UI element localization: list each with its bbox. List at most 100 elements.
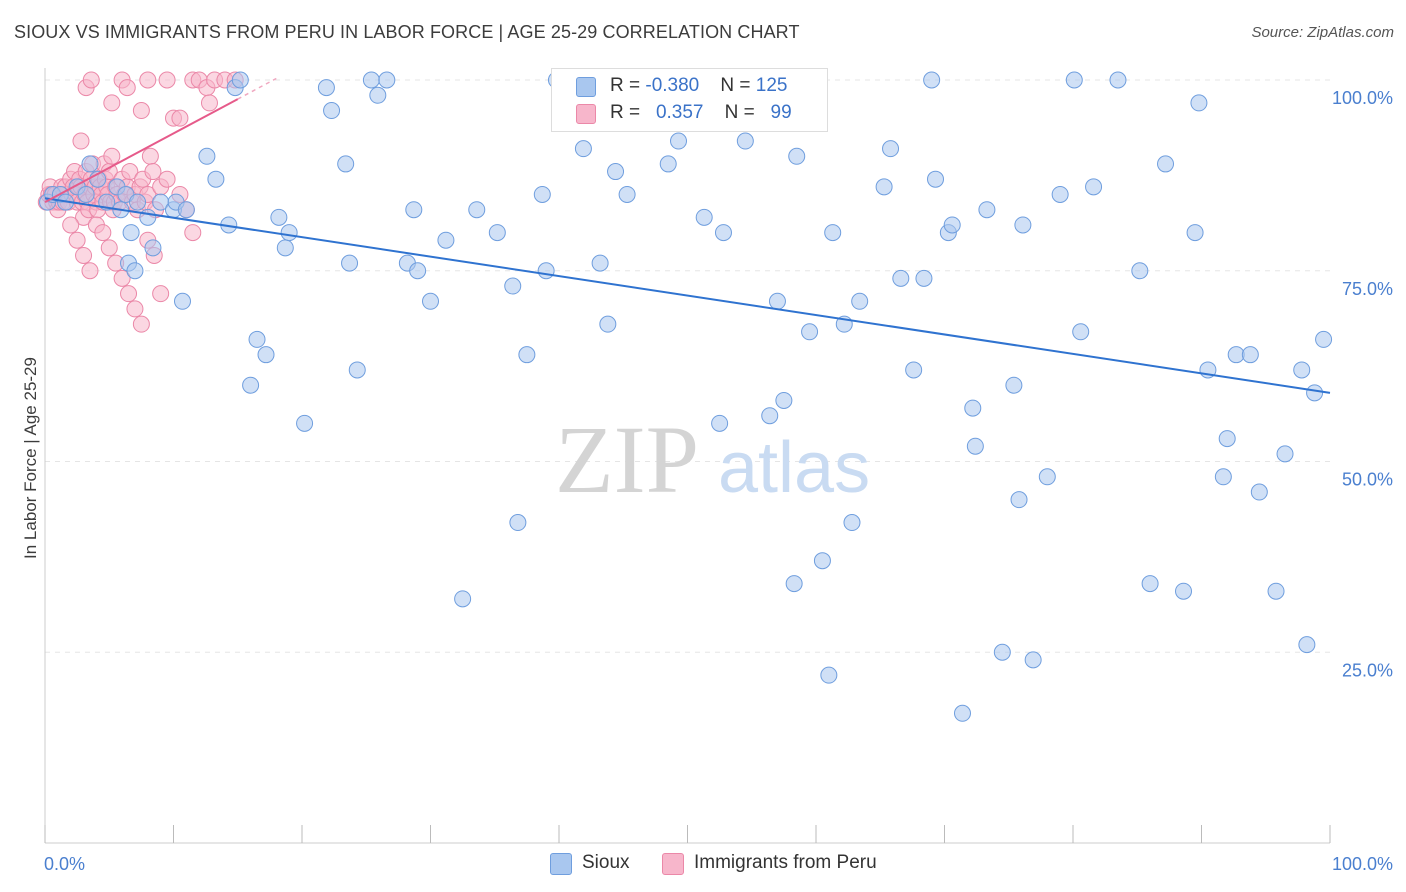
sioux-point xyxy=(518,346,536,364)
x-tick-labels: 0.0% 100.0% xyxy=(44,854,1393,874)
peru-point xyxy=(132,102,150,120)
sioux-point xyxy=(843,514,861,532)
sioux-point xyxy=(341,254,359,272)
sioux-point xyxy=(801,323,819,341)
chart-title: SIOUX VS IMMIGRANTS FROM PERU IN LABOR F… xyxy=(14,22,800,42)
sioux-point xyxy=(875,178,893,196)
peru-point xyxy=(158,71,176,89)
y-axis-label: In Labor Force | Age 25-29 xyxy=(21,357,40,559)
sioux-legend-swatch xyxy=(550,853,572,875)
peru-n-label: N = xyxy=(724,102,760,123)
sioux-point xyxy=(144,239,162,257)
sioux-point xyxy=(788,147,806,165)
peru-point xyxy=(113,269,131,287)
sioux-point xyxy=(978,201,996,219)
peru-n-value: 99 xyxy=(770,102,792,123)
sioux-point xyxy=(851,292,869,310)
peru-point xyxy=(103,147,121,165)
sioux-point xyxy=(77,185,95,203)
peru-point xyxy=(72,132,90,150)
sioux-point xyxy=(785,575,803,593)
sioux-point xyxy=(1276,445,1294,463)
peru-point xyxy=(139,71,157,89)
sioux-point xyxy=(813,552,831,570)
sioux-point xyxy=(824,224,842,242)
sioux-point xyxy=(248,330,266,348)
peru-r-value: 0.357 xyxy=(655,102,704,123)
sioux-point xyxy=(242,376,260,394)
sioux-point xyxy=(409,262,427,280)
peru-point xyxy=(82,71,100,89)
sioux-legend-label: Sioux xyxy=(582,852,630,873)
sioux-point xyxy=(618,185,636,203)
sioux-point xyxy=(369,86,387,104)
sioux-point xyxy=(207,170,225,188)
sioux-point xyxy=(1250,483,1268,501)
sioux-point xyxy=(714,224,732,242)
sioux-point xyxy=(362,71,380,89)
sioux-point xyxy=(1298,636,1316,654)
sioux-point xyxy=(378,71,396,89)
sioux-point xyxy=(198,147,216,165)
sioux-point xyxy=(129,193,147,211)
sioux-point xyxy=(711,414,729,432)
peru-r-label: R = xyxy=(610,102,646,123)
sioux-point xyxy=(1085,178,1103,196)
sioux-point xyxy=(1190,94,1208,112)
sioux-point xyxy=(1014,216,1032,234)
sioux-point xyxy=(966,437,984,455)
sioux-point xyxy=(173,292,191,310)
sioux-points xyxy=(39,71,1333,722)
peru-point xyxy=(68,231,86,249)
sioux-point xyxy=(533,185,551,203)
correlation-legend: R = -0.380 N = 125 R = 0.357 N = 99 xyxy=(551,68,828,132)
sioux-point xyxy=(139,208,157,226)
peru-point xyxy=(141,147,159,165)
sioux-point xyxy=(488,224,506,242)
sioux-point xyxy=(1175,582,1193,600)
peru-point xyxy=(94,224,112,242)
peru-point xyxy=(171,109,189,127)
peru-point xyxy=(81,262,99,280)
sioux-point xyxy=(257,346,275,364)
sioux-point xyxy=(923,71,941,89)
sioux-point xyxy=(296,414,314,432)
x-tick-label: 100.0% xyxy=(1332,854,1393,874)
y-tick-labels: 100.0% 75.0% 50.0% 25.0% xyxy=(1332,88,1393,680)
peru-swatch xyxy=(576,104,596,124)
sioux-point xyxy=(1065,71,1083,89)
sioux-point xyxy=(454,590,472,608)
sioux-point xyxy=(1109,71,1127,89)
sioux-point xyxy=(943,216,961,234)
peru-point xyxy=(152,285,170,303)
sioux-point xyxy=(775,391,793,409)
peru-point xyxy=(118,79,136,97)
watermark: ZIP atlas xyxy=(555,406,870,513)
source-credit: Source: ZipAtlas.com xyxy=(1251,24,1394,41)
sioux-point xyxy=(1306,384,1324,402)
sioux-n-label: N = xyxy=(720,75,756,96)
sioux-point xyxy=(993,643,1011,661)
sioux-point xyxy=(1315,330,1333,348)
sioux-point xyxy=(670,132,688,150)
sioux-point xyxy=(915,269,933,287)
sioux-point xyxy=(1214,468,1232,486)
sioux-point xyxy=(81,155,99,173)
sioux-point xyxy=(768,292,786,310)
sioux-n-value: 125 xyxy=(755,75,788,96)
y-tick-label: 100.0% xyxy=(1332,88,1393,108)
trend-lines xyxy=(44,77,1331,394)
peru-point xyxy=(121,163,139,181)
sioux-point xyxy=(405,201,423,219)
peru-point xyxy=(200,94,218,112)
sioux-r-label: R = xyxy=(610,75,646,96)
sioux-point xyxy=(1010,491,1028,509)
sioux-point xyxy=(537,262,555,280)
sioux-point xyxy=(1241,346,1259,364)
y-tick-label: 50.0% xyxy=(1342,470,1393,490)
axes xyxy=(44,68,1331,844)
sioux-point xyxy=(1005,376,1023,394)
peru-point xyxy=(103,94,121,112)
sioux-point xyxy=(422,292,439,310)
